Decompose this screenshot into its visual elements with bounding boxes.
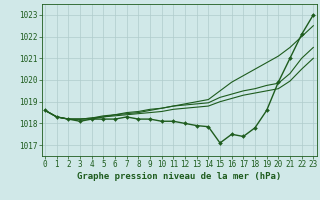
X-axis label: Graphe pression niveau de la mer (hPa): Graphe pression niveau de la mer (hPa) (77, 172, 281, 181)
